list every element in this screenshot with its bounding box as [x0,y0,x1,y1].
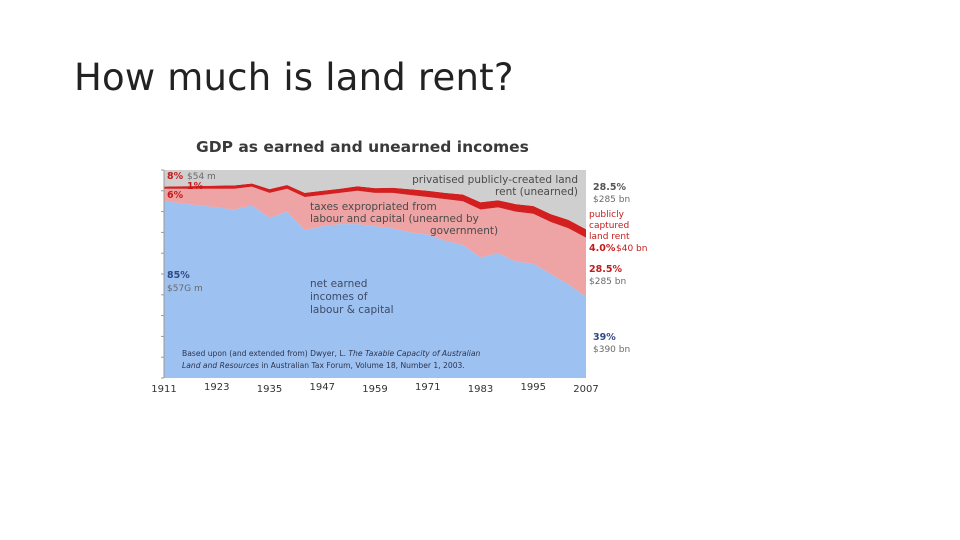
area-privatised-land-rent [164,170,586,230]
end-captured-amt: $40 bn [616,244,647,254]
label-taxes-line3: government) [430,225,498,237]
start-taxes-pct: 6% [167,190,184,201]
end-privatised-amt: $285 bn [593,195,630,205]
area-taxes [164,186,586,297]
end-earned-amt: $390 bn [593,345,630,355]
x-tick-label: 1959 [362,384,387,395]
label-captured-line2: captured [589,221,629,231]
gdp-area-chart: GDP as earned and unearned incomes 1911 1… [151,138,647,395]
source-line1: Based upon (and extended from) Dwyer, L.… [182,349,481,358]
label-captured-line1: publicly [589,210,625,220]
end-taxes-pct: 28.5% [589,264,622,275]
x-tick-label: 1935 [257,384,282,395]
end-taxes-amt: $285 bn [589,277,626,287]
start-earned-amt: $57G m [167,284,203,294]
label-earned-line3: labour & capital [310,304,394,316]
x-tick-label: 1971 [415,382,440,393]
source-line2: Land and Resources in Australian Tax For… [182,361,465,370]
label-earned-line2: incomes of [310,291,368,303]
label-earned-line1: net earned [310,278,367,290]
x-tick-label: 1911 [151,384,176,395]
area-net-earned-incomes [164,201,586,378]
start-privatised-pct: 8% [167,171,184,182]
slide-title: How much is land rent? [74,56,514,99]
end-captured-pct: 4.0% [589,243,616,254]
label-privatised-line2: rent (unearned) [495,186,578,198]
label-captured-line3: land rent [589,232,630,242]
start-captured-pct: 1% [187,181,204,192]
x-tick-label: 2007 [573,384,598,395]
label-privatised-line1: privatised publicly-created land [412,174,578,186]
x-tick-label: 1995 [521,382,546,393]
label-taxes-line2: labour and capital (unearned by [310,213,479,225]
start-privatised-amt: $54 m [187,172,216,182]
x-tick-label: 1947 [310,382,335,393]
x-tick-label: 1923 [204,382,229,393]
chart-title: GDP as earned and unearned incomes [196,138,529,156]
start-earned-pct: 85% [167,270,190,281]
end-privatised-pct: 28.5% [593,182,626,193]
label-taxes-line1: taxes expropriated from [310,201,437,213]
end-earned-pct: 39% [593,332,616,343]
x-tick-label: 1983 [468,384,493,395]
